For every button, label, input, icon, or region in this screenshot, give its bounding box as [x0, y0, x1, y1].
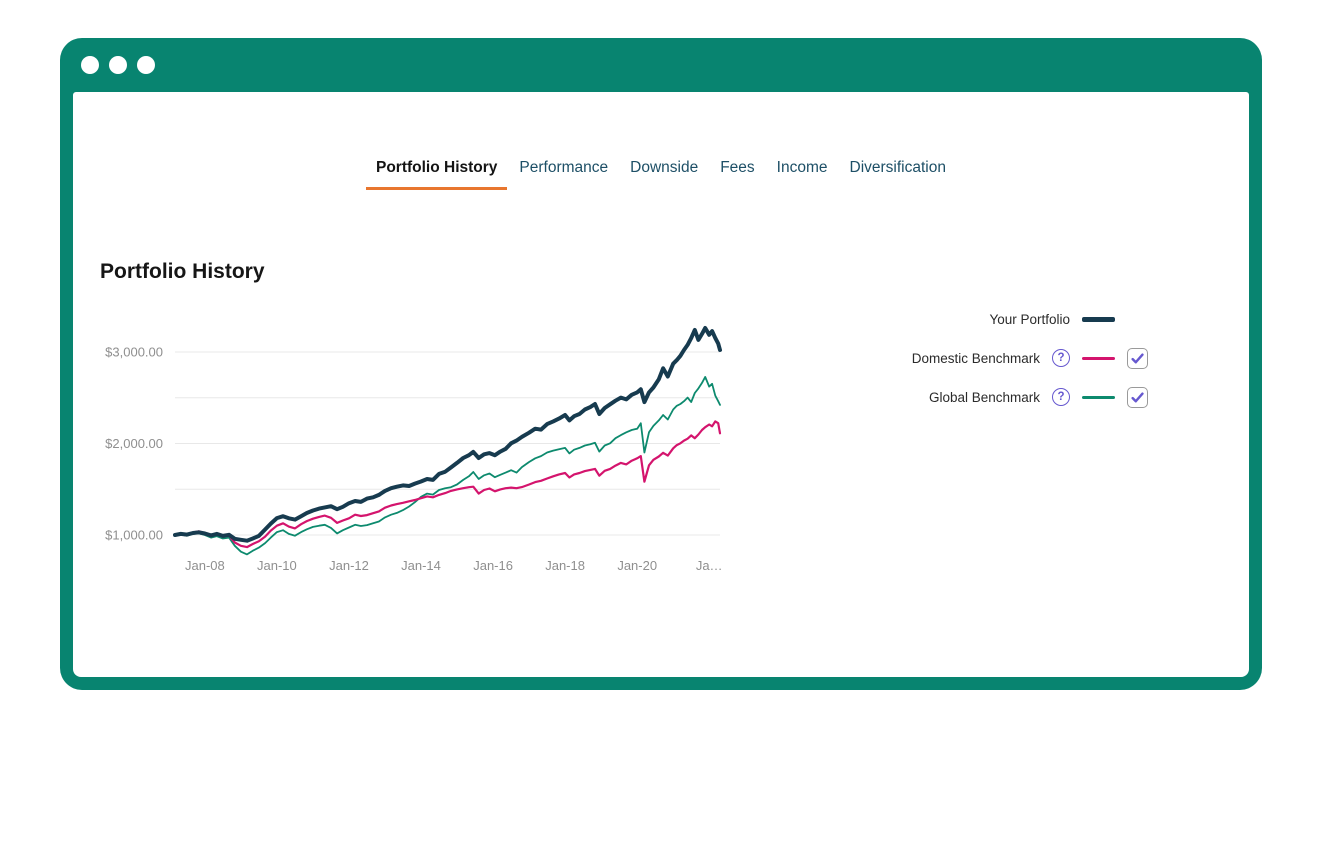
legend-swatch-domestic-benchmark	[1082, 356, 1115, 360]
x-axis-label: Jan-18	[545, 558, 585, 573]
window-titlebar	[60, 38, 155, 92]
x-axis-label: Jan-20	[617, 558, 657, 573]
window-dot-maximize[interactable]	[137, 56, 155, 74]
x-axis-label: Jan-12	[329, 558, 369, 573]
x-axis-label: Jan-16	[473, 558, 513, 573]
x-axis-label: Ja…	[696, 558, 723, 573]
window-dot-minimize[interactable]	[109, 56, 127, 74]
portfolio-history-chart: $1,000.00 $2,000.00 $3,000.00 Jan-08 Jan-10 J…	[105, 326, 723, 573]
checkmark-icon	[1131, 352, 1144, 363]
legend-swatch-global-benchmark	[1082, 395, 1115, 399]
checkbox-domestic-benchmark[interactable]	[1127, 347, 1148, 369]
x-axis-label: Jan-08	[185, 558, 225, 573]
legend-swatch-your-portfolio	[1082, 316, 1115, 322]
tab-diversification[interactable]: Diversification	[840, 158, 956, 190]
browser-window: Portfolio History Performance Downside Fees…	[60, 38, 1262, 690]
window-dot-close[interactable]	[81, 56, 99, 74]
tab-income[interactable]: Income	[767, 158, 838, 190]
chart-section: $1,000.00 $2,000.00 $3,000.00 Jan-08 Jan-10 J…	[73, 312, 1249, 584]
x-axis-label: Jan-14	[401, 558, 441, 573]
tab-performance[interactable]: Performance	[509, 158, 618, 190]
x-axis-label: Jan-10	[257, 558, 297, 573]
legend-label: Domestic Benchmark	[911, 350, 1040, 366]
legend-label: Your Portfolio	[989, 311, 1070, 327]
y-axis-label: $3,000.00	[105, 345, 163, 360]
legend-row-your-portfolio: Your Portfolio	[856, 306, 1148, 332]
y-axis-label: $2,000.00	[105, 436, 163, 451]
help-icon[interactable]: ?	[1052, 349, 1070, 367]
tab-portfolio-history[interactable]: Portfolio History	[365, 158, 508, 190]
series-domestic-benchmark	[173, 420, 722, 549]
help-icon[interactable]: ?	[1052, 388, 1070, 406]
legend-row-global-benchmark: Global Benchmark?	[856, 384, 1148, 410]
legend-label: Global Benchmark	[928, 389, 1040, 405]
tab-bar: Portfolio History Performance Downside Fees…	[73, 158, 1249, 190]
window-content: Portfolio History Performance Downside Fees…	[73, 92, 1249, 677]
series-global-benchmark	[174, 376, 721, 556]
chart-legend: Your Portfolio Domestic Benchmark? Global …	[856, 306, 1148, 410]
checkmark-icon	[1131, 391, 1144, 402]
page-title: Portfolio History	[100, 260, 265, 283]
tab-fees[interactable]: Fees	[710, 158, 764, 190]
legend-row-domestic-benchmark: Domestic Benchmark?	[856, 345, 1148, 371]
y-axis-label: $1,000.00	[105, 528, 163, 543]
checkbox-global-benchmark[interactable]	[1127, 386, 1148, 408]
series-your-portfolio	[173, 326, 722, 543]
tab-downside[interactable]: Downside	[620, 158, 708, 190]
